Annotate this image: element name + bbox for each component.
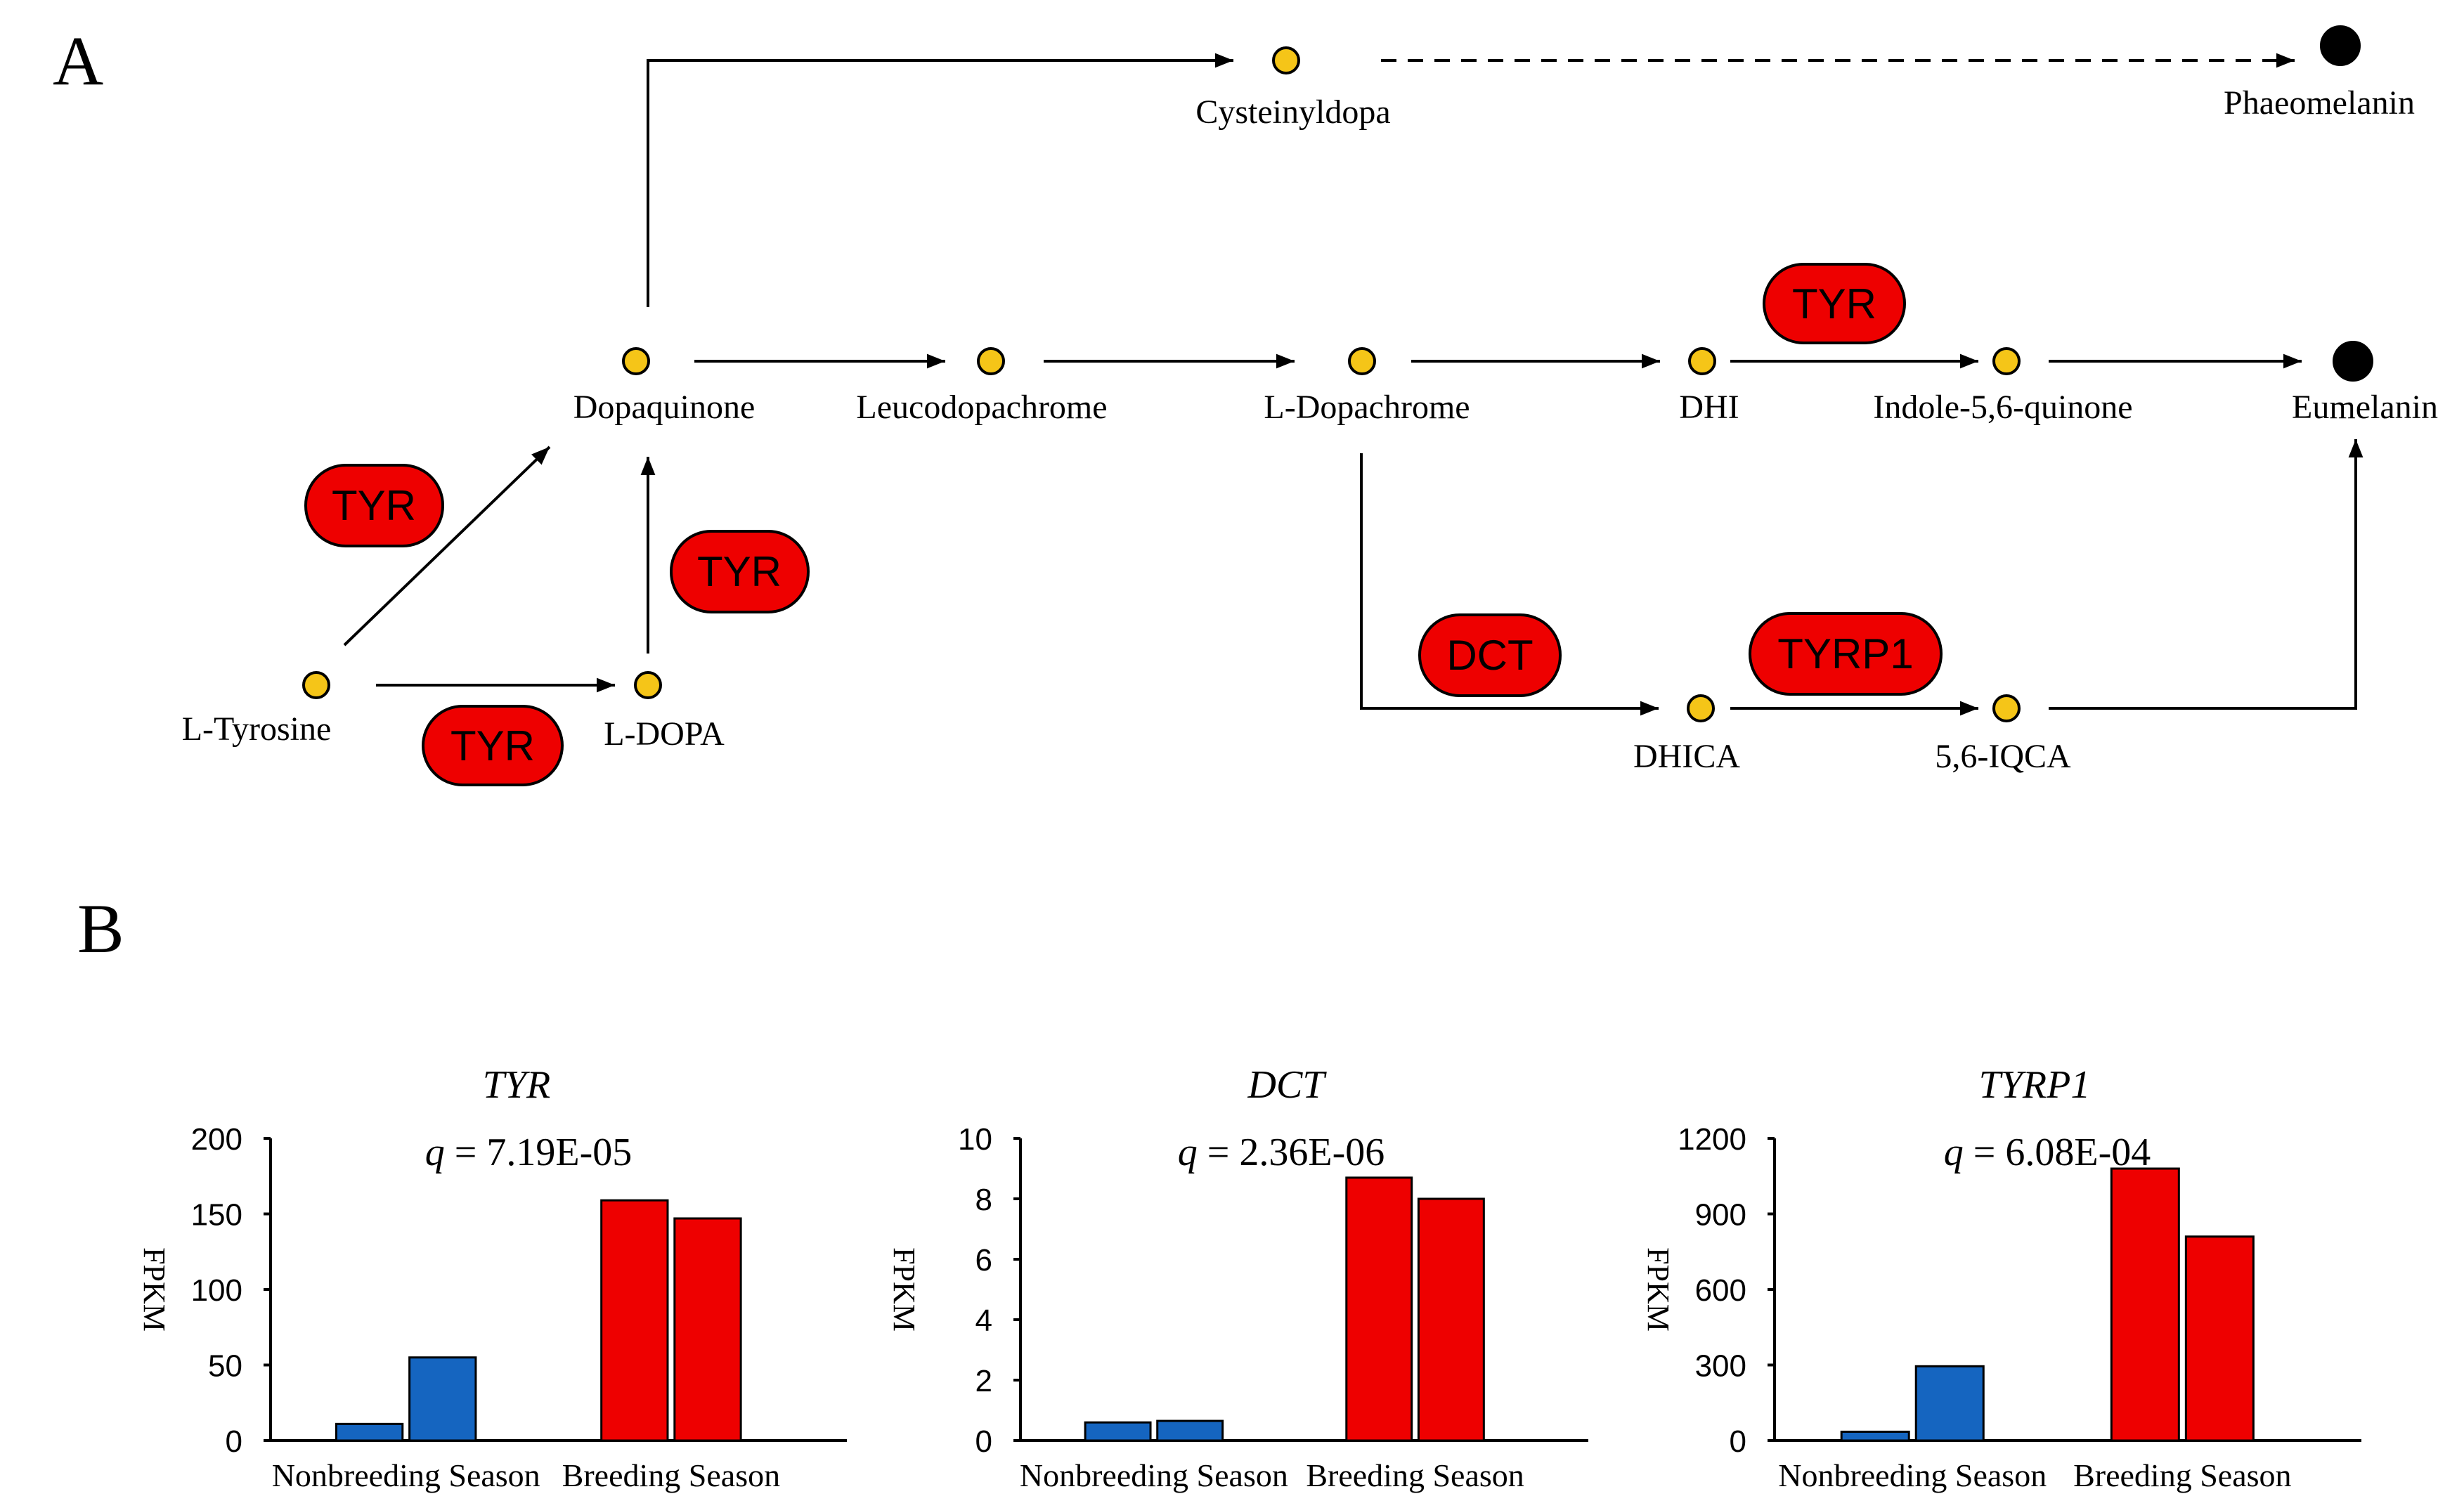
- enzyme-label: DCT: [1446, 632, 1533, 679]
- chart-title: DCT: [1247, 1063, 1328, 1107]
- y-axis-label: FPKM: [887, 1247, 921, 1332]
- bar: [335, 1422, 404, 1442]
- x-category-label: Breeding Season: [2073, 1457, 2291, 1493]
- chart-dct: DCT q = 2.36E-06 FPKM 0 2 4 6 8 10 Nonbreeding Se…: [887, 1063, 1588, 1493]
- chart-q-value: q = 7.19E-05: [425, 1131, 632, 1174]
- bar: [2184, 1235, 2255, 1442]
- enzyme-label: TYRP1: [1777, 630, 1913, 677]
- enzyme-badge: TYR: [304, 464, 444, 547]
- node-l-dopa: [634, 671, 662, 699]
- node-eumelanin: [2333, 341, 2373, 382]
- x-category-label: Breeding Season: [562, 1457, 780, 1493]
- y-tick-label: 600: [1695, 1273, 1746, 1308]
- bar: [1914, 1365, 1985, 1442]
- pathway-nodes: [302, 25, 2373, 722]
- enzyme-label: TYR: [697, 548, 782, 595]
- label-dopaquinone: Dopaquinone: [573, 389, 756, 426]
- chart-title: TYR: [483, 1063, 551, 1107]
- pathway-arrows: [343, 53, 2364, 716]
- label-phaeomelanin: Phaeomelanin: [2224, 84, 2415, 122]
- enzyme-label: TYR: [332, 482, 416, 529]
- bar: [1156, 1419, 1224, 1442]
- y-tick-label: 50: [208, 1349, 242, 1384]
- label-leucodopachrome: Leucodopachrome: [856, 389, 1107, 426]
- label-eumelanin: Eumelanin: [2292, 389, 2438, 426]
- label-l-dopa: L-DOPA: [604, 715, 725, 753]
- y-tick-label: 0: [226, 1424, 242, 1459]
- panel-label-b: B: [77, 890, 124, 968]
- bar: [1417, 1197, 1485, 1442]
- x-category-label: Nonbreeding Season: [1778, 1457, 2047, 1493]
- y-axis-label: FPKM: [137, 1247, 171, 1332]
- bar: [408, 1356, 477, 1442]
- label-indole-quinone: Indole-5,6-quinone: [1873, 389, 2132, 426]
- y-axis-label: FPKM: [1641, 1247, 1675, 1332]
- y-tick-label: 1200: [1678, 1122, 1746, 1157]
- x-category-label: Nonbreeding Season: [1020, 1457, 1288, 1493]
- y-tick-label: 8: [975, 1183, 992, 1217]
- y-tick-label: 200: [191, 1122, 242, 1157]
- node-iqca: [1992, 694, 2021, 722]
- y-tick-label: 300: [1695, 1349, 1746, 1384]
- bar: [673, 1217, 742, 1442]
- y-tick-label: 6: [975, 1243, 992, 1278]
- y-tick-label: 900: [1695, 1198, 1746, 1233]
- chart-q-value: q = 2.36E-06: [1178, 1131, 1385, 1174]
- node-leucodopachrome: [977, 347, 1005, 375]
- enzyme-badge: TYR: [1763, 263, 1906, 344]
- label-l-tyrosine: L-Tyrosine: [182, 710, 332, 748]
- y-tick-label: 150: [191, 1198, 242, 1233]
- chart-tyr: TYR q = 7.19E-05 FPKM 0 50 100 150 200 Nonbreedi…: [137, 1063, 847, 1493]
- y-tick-label: 100: [191, 1273, 242, 1308]
- bar: [1084, 1421, 1152, 1442]
- y-tick-label: 0: [1730, 1424, 1746, 1459]
- label-l-dopachrome: L-Dopachrome: [1264, 389, 1470, 426]
- chart-title: TYRP1: [1979, 1063, 2091, 1107]
- node-phaeomelanin: [2320, 25, 2361, 66]
- x-category-label: Breeding Season: [1306, 1457, 1524, 1493]
- enzyme-badge: DCT: [1418, 613, 1562, 697]
- node-dopaquinone: [622, 347, 650, 375]
- y-tick-label: 2: [975, 1364, 992, 1398]
- label-iqca: 5,6-IQCA: [1935, 738, 2071, 775]
- node-cysteinyldopa: [1272, 46, 1300, 74]
- chart-tyrp1: TYRP1 q = 6.08E-04 FPKM 0 300 600 900 1200 Nonbr…: [1641, 1063, 2361, 1493]
- enzyme-badges: TYR TYR TYR TYR DCT TYRP1: [304, 263, 1943, 786]
- node-l-tyrosine: [302, 671, 330, 699]
- node-dhica: [1687, 694, 1715, 722]
- label-dhica: DHICA: [1633, 738, 1740, 775]
- bar: [1840, 1430, 1910, 1442]
- panel-label-a: A: [53, 22, 103, 100]
- bar: [600, 1199, 669, 1442]
- y-tick-label: 0: [975, 1424, 992, 1459]
- label-cysteinyldopa: Cysteinyldopa: [1195, 93, 1390, 131]
- panel-a: A: [53, 22, 2438, 786]
- node-dhi: [1688, 347, 1716, 375]
- node-indole-quinone: [1992, 347, 2021, 375]
- arrow-l-dopachrome-to-dhica: [1360, 453, 1659, 716]
- arrow-iqca-to-eumelanin: [2049, 439, 2364, 710]
- enzyme-label: TYR: [450, 722, 535, 769]
- enzyme-label: TYR: [1792, 280, 1876, 327]
- bar: [1345, 1176, 1413, 1442]
- enzyme-badge: TYR: [422, 705, 564, 786]
- enzyme-badge: TYRP1: [1749, 612, 1943, 696]
- y-tick-label: 4: [975, 1304, 992, 1338]
- x-category-label: Nonbreeding Season: [272, 1457, 540, 1493]
- y-tick-label: 10: [958, 1122, 992, 1157]
- chart-q-value: q = 6.08E-04: [1944, 1131, 2151, 1174]
- arrow-l-tyrosine-to-dopaquinone: [343, 446, 551, 646]
- label-dhi: DHI: [1679, 389, 1739, 426]
- bar: [2110, 1167, 2180, 1442]
- arrow-dopaquinone-to-cysteinyldopa: [647, 53, 1233, 307]
- node-l-dopachrome: [1348, 347, 1376, 375]
- pathway-labels: Cysteinyldopa Phaeomelanin Dopaquinone L…: [182, 84, 2438, 775]
- enzyme-badge: TYR: [670, 530, 810, 613]
